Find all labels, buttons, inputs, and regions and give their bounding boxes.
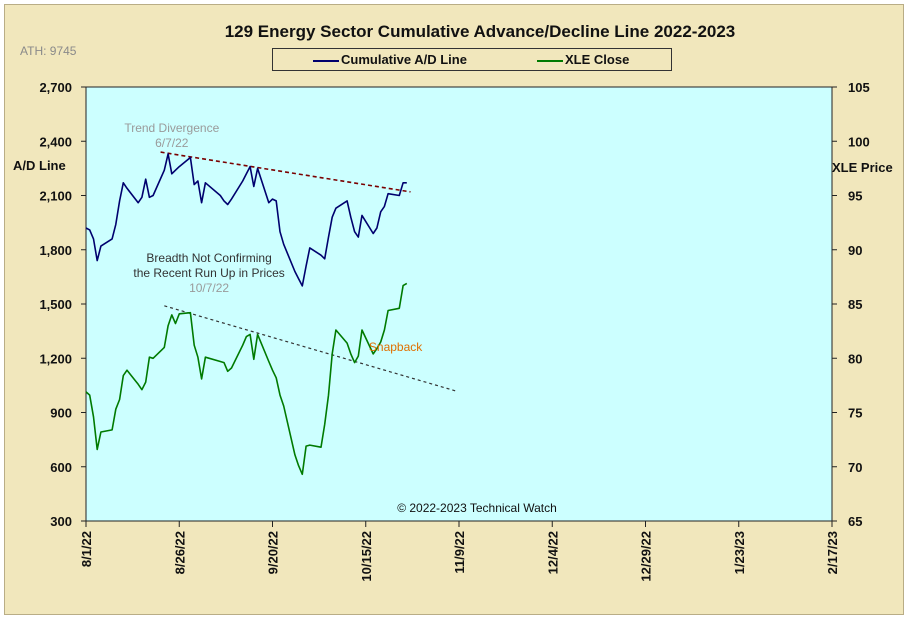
annotation-text: the Recent Run Up in Prices (133, 266, 284, 280)
x-tick-label: 12/29/22 (639, 531, 654, 582)
x-tick-label: 10/15/22 (359, 531, 374, 582)
plot-area (86, 87, 832, 521)
x-tick-label: 1/23/23 (732, 531, 747, 574)
annotation-text: Breadth Not Confirming (146, 251, 271, 265)
x-tick-label: 2/17/23 (825, 531, 840, 574)
y-left-tick-label: 2,700 (39, 80, 72, 95)
copyright: © 2022-2023 Technical Watch (397, 501, 557, 515)
annotation-text: 6/7/22 (155, 136, 189, 150)
x-tick-label: 8/1/22 (79, 531, 94, 567)
y-right-tick-label: 75 (848, 406, 862, 421)
y-right-tick-label: 65 (848, 514, 862, 529)
x-tick-label: 8/26/22 (172, 531, 187, 574)
y-left-tick-label: 2,100 (39, 189, 72, 204)
y-right-tick-label: 95 (848, 189, 862, 204)
annotation-text: 10/7/22 (189, 281, 229, 295)
y-right-tick-label: 90 (848, 243, 862, 258)
x-tick-label: 9/20/22 (266, 531, 281, 574)
y-left-tick-label: 1,500 (39, 297, 72, 312)
y-left-tick-label: 600 (50, 460, 72, 475)
x-tick-label: 12/4/22 (545, 531, 560, 574)
x-tick-label: 11/9/22 (452, 531, 467, 574)
annotation-2: Snapback (369, 340, 423, 354)
y-left-tick-label: 1,200 (39, 351, 72, 366)
y-left-tick-label: 300 (50, 514, 72, 529)
y-right-tick-label: 100 (848, 134, 870, 149)
y-right-tick-label: 70 (848, 460, 862, 475)
y-left-tick-label: 900 (50, 406, 72, 421)
annotation-text: Trend Divergence (124, 121, 219, 135)
y-right-tick-label: 105 (848, 80, 870, 95)
chart-svg: 300 600 900 1,200 1,500 1,800 2,100 2,400 2,700 6… (0, 0, 910, 621)
y-left-tick-label: 2,400 (39, 134, 72, 149)
y-right-tick-label: 85 (848, 297, 862, 312)
y-right-tick-label: 80 (848, 351, 862, 366)
annotation-text: Snapback (369, 340, 423, 354)
y-left-tick-label: 1,800 (39, 243, 72, 258)
